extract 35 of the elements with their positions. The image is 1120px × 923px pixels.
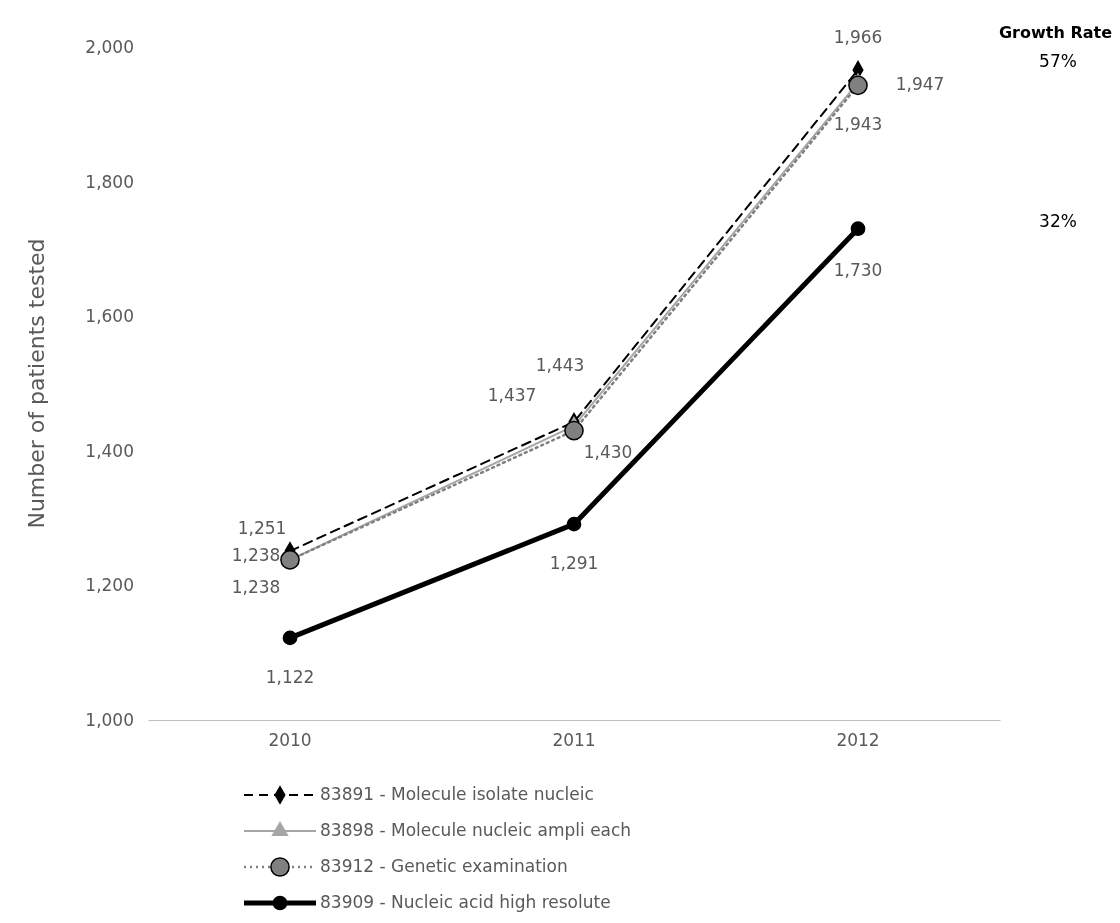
x-tick-label: 2011 xyxy=(552,730,596,751)
y-tick-label: 1,800 xyxy=(85,171,134,192)
y-tick-label: 1,400 xyxy=(85,440,134,461)
x-tick-label: 2010 xyxy=(268,730,312,751)
data-label: 1,966 xyxy=(833,26,883,47)
legend-label: 83909 - Nucleic acid high resolute xyxy=(320,892,611,912)
data-label: 1,947 xyxy=(895,73,945,94)
y-tick-label: 1,000 xyxy=(85,709,134,730)
y-axis-title: Number of patients tested xyxy=(24,238,49,529)
data-label: 1,238 xyxy=(231,576,281,597)
point xyxy=(564,420,584,441)
y-tick-label: 2,000 xyxy=(85,36,134,57)
legend-label: 83891 - Molecule isolate nucleic xyxy=(320,784,594,804)
y-tick-label: 1,600 xyxy=(85,306,134,327)
point xyxy=(848,75,868,96)
data-label: 1,943 xyxy=(833,114,883,135)
data-label: 1,443 xyxy=(535,354,585,375)
data-label: 1,437 xyxy=(487,384,537,405)
point xyxy=(282,630,298,646)
legend-label: 83912 - Genetic examination xyxy=(320,856,568,876)
legend-label: 83898 - Molecule nucleic ampli each xyxy=(320,820,632,840)
point xyxy=(566,516,582,532)
text: 32% xyxy=(1039,211,1077,231)
text: 57% xyxy=(1039,51,1077,71)
data-label: 1,122 xyxy=(265,666,315,687)
point xyxy=(280,550,300,570)
y-tick-label: 1,200 xyxy=(85,575,134,596)
data-label: 1,238 xyxy=(231,544,281,565)
data-label: 1,291 xyxy=(549,553,599,574)
x-tick-label: 2012 xyxy=(836,730,880,751)
text: Growth Rate xyxy=(998,22,1113,42)
point xyxy=(850,221,866,237)
data-label: 1,430 xyxy=(583,441,633,462)
data-label: 1,251 xyxy=(237,518,287,539)
data-label: 1,730 xyxy=(833,259,883,280)
